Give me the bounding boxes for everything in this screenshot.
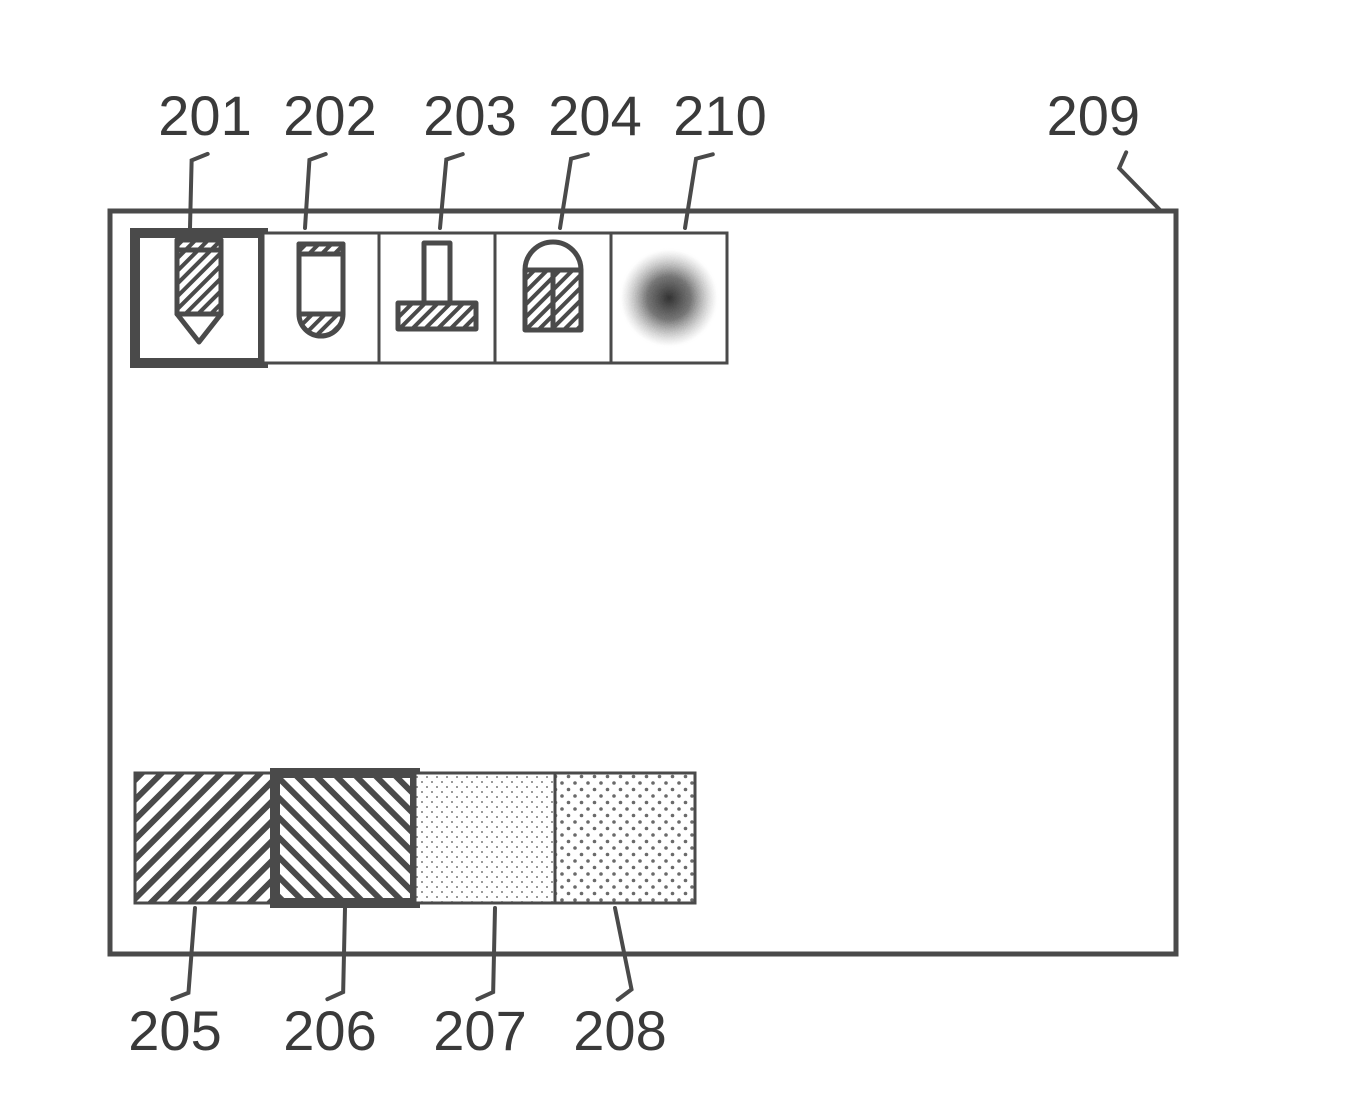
palette-cell-207[interactable] [415,773,555,903]
callout-label-202: 202 [283,84,376,147]
palette-cell-205[interactable] [135,773,275,903]
toolbar-cell-203[interactable] [379,233,495,363]
flat-brush-base-icon [398,303,476,329]
palette-cell-206[interactable] [275,773,415,903]
round-brush-tip-icon [299,314,343,336]
callout-lead-209 [1119,152,1160,210]
toolbar-cell-202[interactable] [263,233,379,363]
callout-label-209: 209 [1047,84,1140,147]
callout-label-206: 206 [283,999,376,1062]
callout-label-203: 203 [423,84,516,147]
airbrush-grain-icon [619,248,719,348]
palette-cell-208[interactable] [555,773,695,903]
flat-brush-handle-icon [424,243,450,303]
toolbar-cell-204[interactable] [495,233,611,363]
palette-fill [555,773,695,903]
palette-fill [415,773,555,903]
toolbar-cell-201[interactable] [135,233,263,363]
callout-label-210: 210 [673,84,766,147]
toolbar-cell-210[interactable] [611,233,727,363]
palette-fill [135,773,275,903]
palette-fill [275,773,415,903]
callout-label-208: 208 [573,999,666,1062]
callout-label-204: 204 [548,84,641,147]
callout-label-207: 207 [433,999,526,1062]
callout-label-205: 205 [128,999,221,1062]
callout-label-201: 201 [158,84,251,147]
